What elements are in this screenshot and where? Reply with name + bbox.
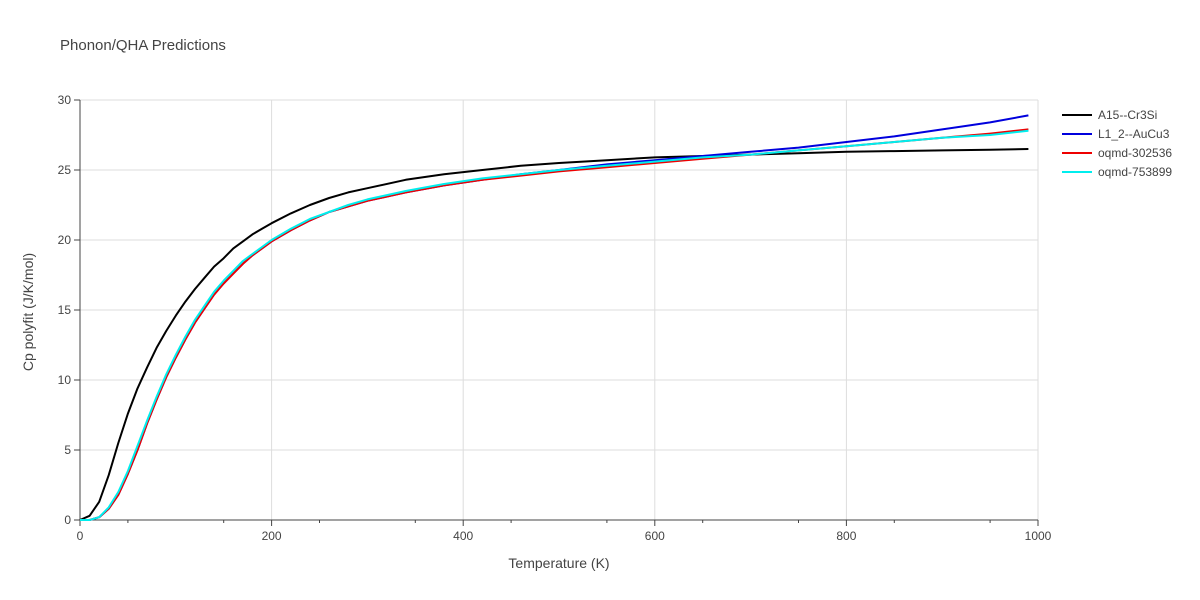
y-tick-label: 10	[58, 373, 72, 387]
x-axis-title: Temperature (K)	[508, 555, 609, 571]
x-tick-label: 1000	[1025, 529, 1052, 543]
x-tick-label: 200	[262, 529, 282, 543]
y-tick-label: 30	[58, 93, 72, 107]
series-line-2	[80, 128, 1029, 521]
legend-item[interactable]: L1_2--AuCu3	[1062, 127, 1170, 141]
legend[interactable]: A15--Cr3Si L1_2--AuCu3 oqmd-302536 oqmd-753…	[1062, 108, 1172, 179]
legend-item[interactable]: oqmd-753899	[1062, 165, 1172, 179]
x-tick-label: 800	[836, 529, 856, 543]
x-tick-label: 400	[453, 529, 473, 543]
y-tick-label: 5	[64, 443, 71, 457]
legend-label: L1_2--AuCu3	[1098, 127, 1170, 141]
legend-label: oqmd-753899	[1098, 165, 1172, 179]
legend-label: oqmd-302536	[1098, 146, 1172, 160]
chart-title: Phonon/QHA Predictions	[60, 37, 226, 54]
y-tick-label: 25	[58, 163, 72, 177]
legend-label: A15--Cr3Si	[1098, 108, 1157, 122]
tick-labels: 0 200 400 600 800 1000 0 5 10 15 20 25 30	[58, 93, 1052, 543]
y-tick-label: 15	[58, 303, 72, 317]
series-lines	[79, 114, 1029, 521]
legend-item[interactable]: oqmd-302536	[1062, 146, 1172, 160]
y-tick-label: 20	[58, 233, 72, 247]
x-tick-label: 0	[77, 529, 84, 543]
y-tick-label: 0	[64, 513, 71, 527]
grid	[80, 99, 1039, 520]
x-tick-label: 600	[645, 529, 665, 543]
legend-item[interactable]: A15--Cr3Si	[1062, 108, 1157, 122]
y-axis-title: Cp polyfit (J/K/mol)	[20, 253, 36, 371]
series-line-3	[80, 129, 1029, 521]
series-line-1	[80, 114, 1029, 521]
series-line-0	[79, 148, 1029, 521]
